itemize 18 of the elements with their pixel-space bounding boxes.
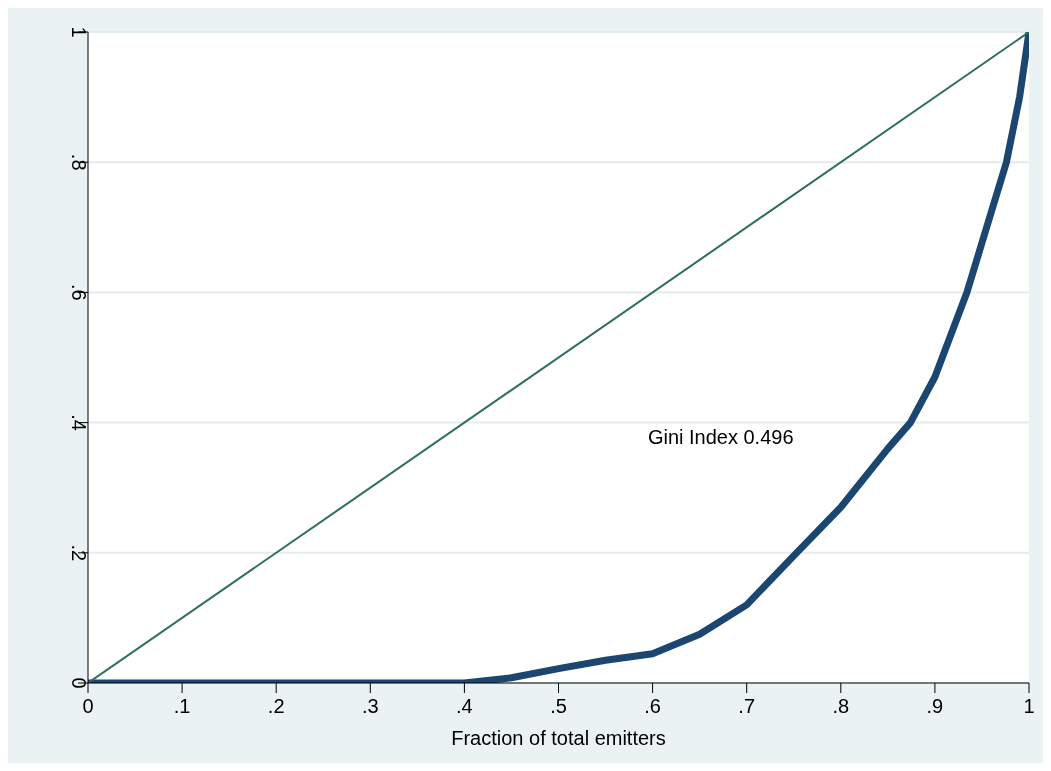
x-tick-label: .5	[550, 695, 567, 717]
y-tick-label: .8	[68, 153, 90, 171]
x-tick-label: .7	[738, 695, 756, 717]
annotation: Gini Index 0.496	[647, 425, 794, 449]
x-tick-label: .3	[361, 695, 379, 717]
y-tick-label: .6	[68, 284, 90, 301]
x-tick-label: .9	[926, 695, 944, 717]
x-tick-label: 1	[1023, 695, 1035, 717]
x-tick-label: .1	[173, 695, 191, 717]
x-tick-label: .8	[832, 695, 850, 717]
y-tick-label: .2	[68, 544, 90, 562]
x-tick-label: .4	[456, 695, 473, 717]
x-tick-label: .6	[644, 695, 661, 717]
y-tick-label: 1	[68, 26, 90, 38]
x-axis-title: Fraction of total emitters	[451, 727, 666, 749]
x-tick-label: .2	[267, 695, 285, 717]
y-tick-label: 0	[68, 677, 90, 689]
y-tick-label: .4	[68, 414, 90, 431]
